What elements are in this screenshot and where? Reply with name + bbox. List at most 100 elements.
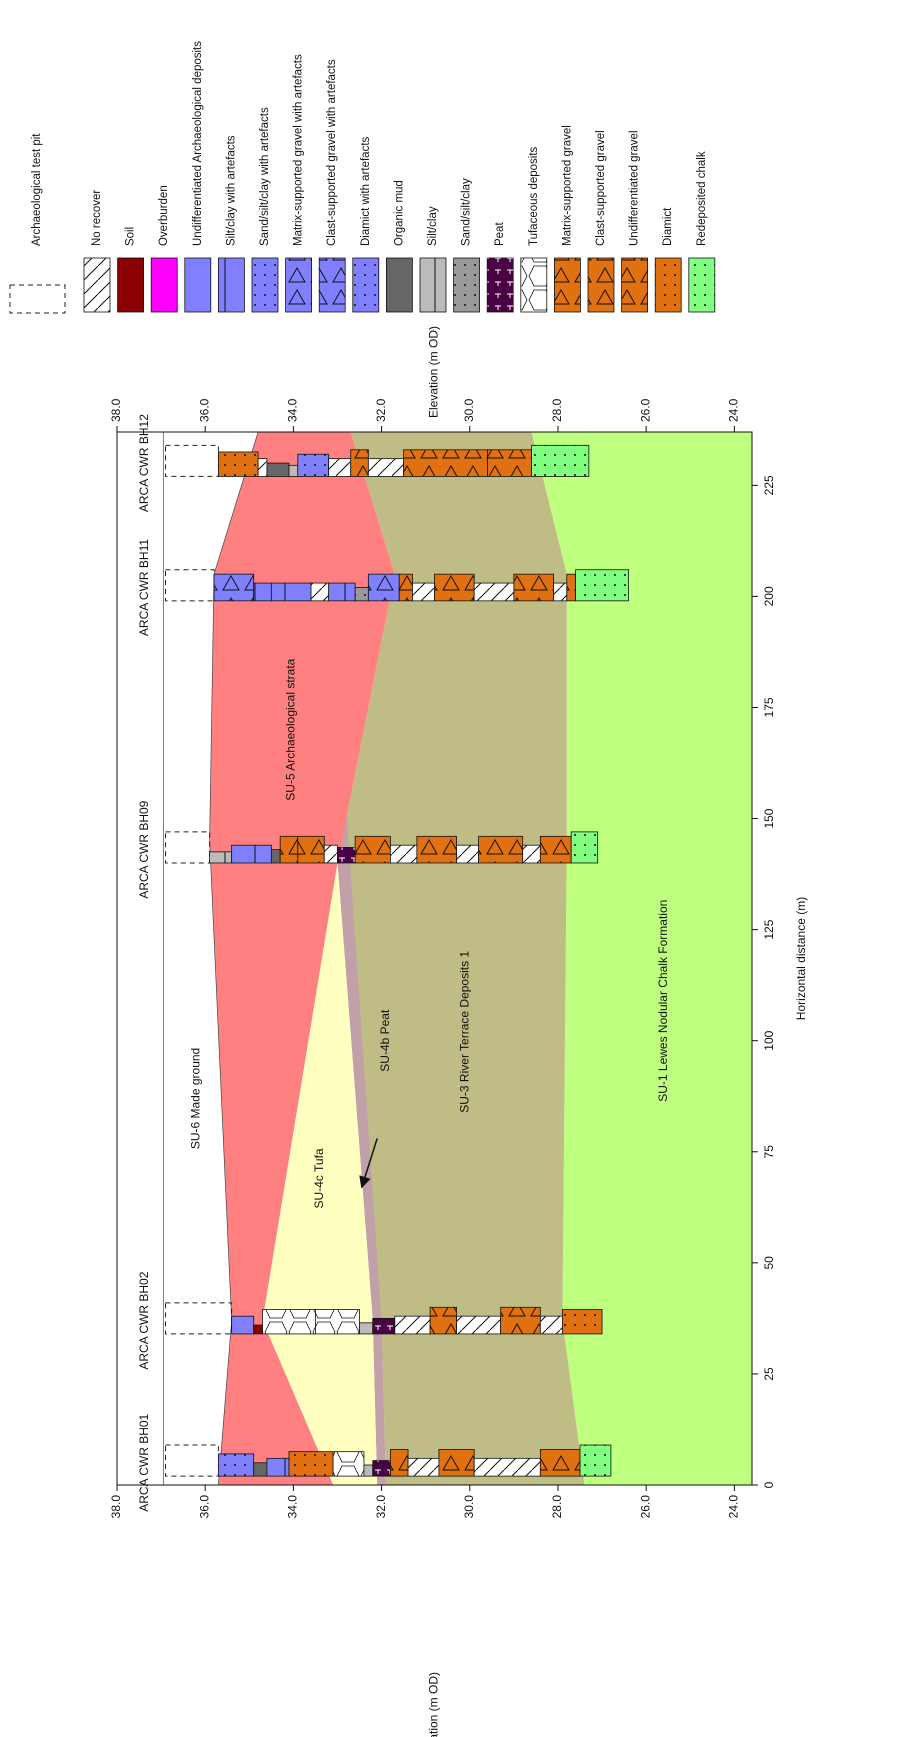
legend-pattern xyxy=(319,258,346,312)
x-tick-label: 75 xyxy=(762,1145,776,1159)
log-pattern xyxy=(390,845,417,863)
log-pattern xyxy=(288,465,298,477)
log-pattern xyxy=(575,569,629,601)
log-pattern xyxy=(328,583,356,601)
log-unit xyxy=(266,462,290,477)
log-unit xyxy=(253,1324,263,1335)
x-tick-label: 200 xyxy=(762,586,776,606)
log-pattern xyxy=(355,836,391,863)
y-tick-label: 30.0 xyxy=(462,398,476,422)
y-axis-title: Elevation (m OD) xyxy=(427,1672,441,1737)
log-pattern xyxy=(350,449,369,477)
log-pattern xyxy=(487,449,532,477)
legend-pattern xyxy=(487,258,514,312)
legend-pattern xyxy=(554,258,581,312)
log-pattern xyxy=(430,1307,457,1334)
log-pattern xyxy=(266,1458,289,1477)
legend-label: Organic mud xyxy=(393,180,405,246)
test-pit xyxy=(165,444,219,477)
log-pattern xyxy=(434,574,475,601)
log-pattern xyxy=(562,1309,603,1334)
x-tick-label: 225 xyxy=(762,475,776,495)
log-pattern xyxy=(390,1449,409,1477)
log-pattern xyxy=(363,1465,373,1477)
y-tick-label: 26.0 xyxy=(638,1495,652,1519)
log-pattern xyxy=(368,458,404,477)
legend-label: Undifferentiated gravel xyxy=(629,131,641,247)
y-tick-label: 28.0 xyxy=(550,1495,564,1519)
log-pattern xyxy=(359,1322,373,1334)
log-pattern xyxy=(209,851,232,863)
legend-label: Sand/silt/clay xyxy=(461,178,473,246)
y-tick-label: 30.0 xyxy=(462,1495,476,1519)
legend-label: Clast-supported gravel xyxy=(595,130,607,246)
legend-pattern xyxy=(285,258,312,312)
stratum-label: SU-4b Peat xyxy=(378,1009,392,1072)
log-pattern xyxy=(438,1449,475,1477)
y-axis-title: Elevation (m OD) xyxy=(427,326,441,418)
log-pattern xyxy=(355,587,369,601)
test-pit xyxy=(165,1444,219,1477)
legend-pattern xyxy=(621,258,648,312)
log-pattern xyxy=(403,449,488,477)
log-pattern xyxy=(456,845,479,863)
y-tick-label: 32.0 xyxy=(374,1495,388,1519)
y-tick-label: 24.0 xyxy=(727,1495,741,1519)
log-pattern xyxy=(324,845,338,863)
log-pattern xyxy=(394,1316,431,1334)
log-pattern xyxy=(368,574,400,601)
log-pattern xyxy=(399,574,413,601)
log-pattern xyxy=(372,1318,395,1334)
log-pattern xyxy=(328,458,351,477)
log-pattern xyxy=(531,445,589,477)
legend-pattern xyxy=(84,258,110,312)
legend-label: Matrix-supported gravel with artefacts xyxy=(293,54,305,246)
log-pattern xyxy=(297,836,325,863)
y-tick-label: 34.0 xyxy=(286,398,300,422)
peat-arrow xyxy=(359,1138,378,1189)
log-pattern xyxy=(337,847,356,863)
log-unit xyxy=(253,1462,268,1477)
y-tick-label: 34.0 xyxy=(286,1495,300,1519)
borehole-label: ARCA CWR BH12 xyxy=(137,414,151,512)
legend-label: Diamict with artefacts xyxy=(360,136,372,246)
log-pattern xyxy=(258,458,267,477)
legend-label: Sand/silt/clay with artefacts xyxy=(259,107,271,246)
log-pattern xyxy=(333,1451,364,1477)
y-tick-label: 36.0 xyxy=(197,1495,211,1519)
log-pattern xyxy=(288,1451,334,1477)
log-unit xyxy=(270,849,281,864)
y-tick-label: 24.0 xyxy=(727,398,741,422)
y-tick-label: 38.0 xyxy=(109,1495,123,1519)
x-tick-label: 100 xyxy=(762,1030,776,1050)
log-pattern xyxy=(297,454,329,477)
stratum-label: SU-3 River Terrace Deposits 1 xyxy=(458,951,472,1113)
log-pattern xyxy=(372,1460,391,1477)
stratum xyxy=(209,432,395,1485)
log-pattern xyxy=(408,1458,439,1477)
legend-label: Matrix-supported gravel xyxy=(561,125,573,246)
y-tick-label: 36.0 xyxy=(197,398,211,422)
log-pattern xyxy=(231,1316,254,1334)
y-tick-label: 28.0 xyxy=(550,398,564,422)
legend-pattern xyxy=(588,258,614,312)
log-pattern xyxy=(540,1449,581,1477)
legend-pattern xyxy=(420,258,446,312)
log-pattern xyxy=(474,583,514,601)
log-pattern xyxy=(478,836,523,863)
stratum xyxy=(337,432,585,1485)
log-pattern xyxy=(218,1453,254,1477)
log-pattern xyxy=(553,583,567,601)
y-tick-label: 38.0 xyxy=(109,398,123,422)
legend-pattern xyxy=(655,258,682,312)
legend-pattern xyxy=(252,258,278,312)
legend-label: Redeposited chalk xyxy=(696,151,708,246)
x-tick-label: 50 xyxy=(762,1256,776,1270)
log-pattern xyxy=(412,583,435,601)
log-pattern xyxy=(566,574,576,601)
stratum-label: SU-4c Tufa xyxy=(312,1148,326,1208)
legend-label: Silt/clay with artefacts xyxy=(225,135,237,246)
legend-pattern xyxy=(352,258,379,312)
legend-pattern xyxy=(688,258,715,312)
